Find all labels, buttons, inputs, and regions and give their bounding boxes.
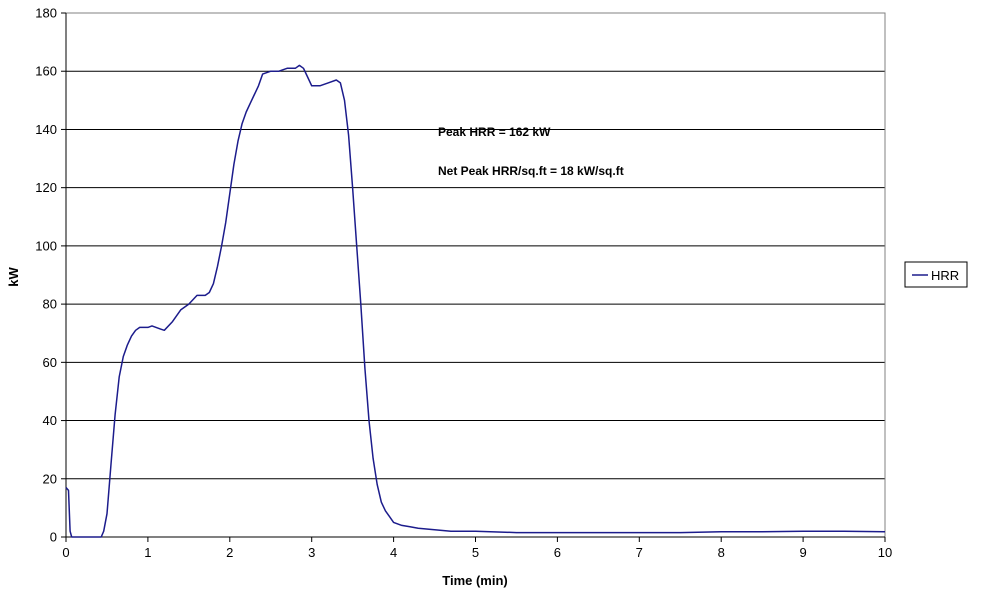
x-tick-label-8: 8 [718,545,725,560]
x-tick-label-5: 5 [472,545,479,560]
annotation-net-peak-hrr: Net Peak HRR/sq.ft = 18 kW/sq.ft [438,164,624,178]
x-tick-label-4: 4 [390,545,397,560]
x-tick-label-2: 2 [226,545,233,560]
x-axis-label: Time (min) [442,573,508,588]
legend: HRR [904,261,968,288]
axes [61,12,886,542]
y-tick-label-0: 0 [50,530,57,545]
y-tick-labels: 0 20 40 60 80 100 120 140 160 180 [35,6,57,545]
legend-label-hrr: HRR [931,268,959,283]
y-tick-label-60: 60 [43,355,57,370]
y-tick-label-160: 160 [35,64,57,79]
x-tick-labels: 0 1 2 3 4 5 6 7 8 9 10 [62,545,892,560]
x-tick-label-9: 9 [799,545,806,560]
y-tick-label-40: 40 [43,413,57,428]
series-line-hrr [65,64,886,538]
x-tick-label-10: 10 [878,545,892,560]
y-tick-label-80: 80 [43,297,57,312]
y-tick-label-120: 120 [35,180,57,195]
y-tick-label-180: 180 [35,6,57,21]
x-tick-label-6: 6 [554,545,561,560]
x-tick-label-3: 3 [308,545,315,560]
series-layer [65,64,886,538]
y-tick-label-140: 140 [35,122,57,137]
legend-box [904,261,968,288]
y-tick-label-100: 100 [35,238,57,253]
annotation-peak-hrr: Peak HRR = 162 kW [438,125,551,139]
x-tick-label-7: 7 [636,545,643,560]
x-tick-label-0: 0 [62,545,69,560]
y-tick-label-20: 20 [43,471,57,486]
x-tick-label-1: 1 [144,545,151,560]
y-axis-label: kW [6,267,21,287]
